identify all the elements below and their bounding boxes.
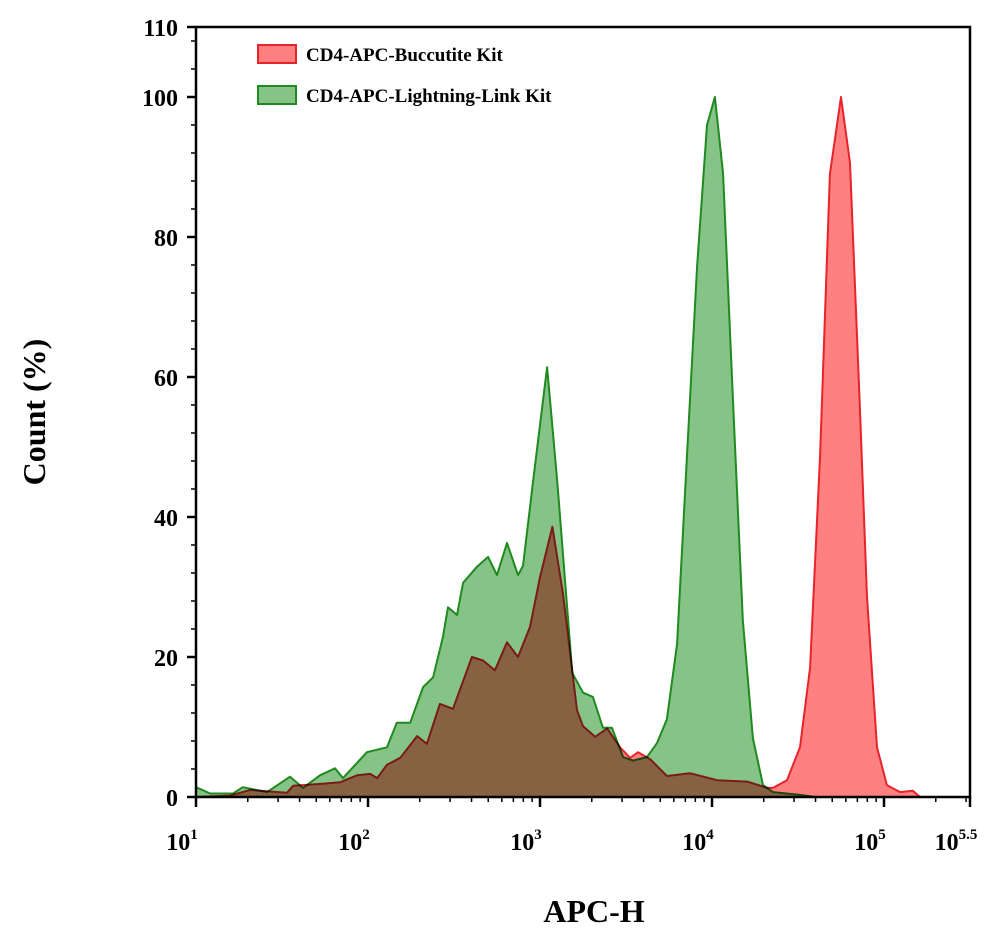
x-tick-label: 105 xyxy=(854,827,886,856)
x-tick-label: 103 xyxy=(510,827,542,856)
legend-label-lightning-link: CD4-APC-Lightning-Link Kit xyxy=(306,86,552,107)
legend-swatch-buccutite xyxy=(257,44,297,64)
y-tick-label: 40 xyxy=(154,506,178,532)
series-area xyxy=(196,97,920,797)
x-axis-title: APC-H xyxy=(543,893,644,929)
series-line xyxy=(195,96,816,798)
y-tick-label: 110 xyxy=(143,16,178,42)
x-tick-label: 104 xyxy=(682,827,714,856)
legend-label-buccutite: CD4-APC-Buccutite Kit xyxy=(306,45,503,66)
y-tick-label: 80 xyxy=(154,226,178,252)
legend-swatch-lightning-link xyxy=(257,85,297,105)
y-tick-label: 20 xyxy=(154,646,178,672)
x-tick-label: 105.5 xyxy=(935,827,978,856)
ticks-layer: 0 20 40 60 80 100 110 101 102 103 104 105 105.5 xyxy=(142,16,977,856)
x-tick-label: 102 xyxy=(338,827,370,856)
plot-frame xyxy=(194,25,972,799)
y-axis-title: Count (%) xyxy=(16,339,52,486)
y-tick-label: 0 xyxy=(166,786,178,812)
legend: CD4-APC-Buccutite Kit CD4-APC-Lightning-… xyxy=(257,44,552,107)
series-layer xyxy=(195,96,921,798)
series-buccutite xyxy=(195,96,921,798)
y-tick-label: 60 xyxy=(154,366,178,392)
series-line xyxy=(195,96,921,798)
y-tick-label: 100 xyxy=(142,86,178,112)
x-tick-label: 101 xyxy=(166,827,198,856)
